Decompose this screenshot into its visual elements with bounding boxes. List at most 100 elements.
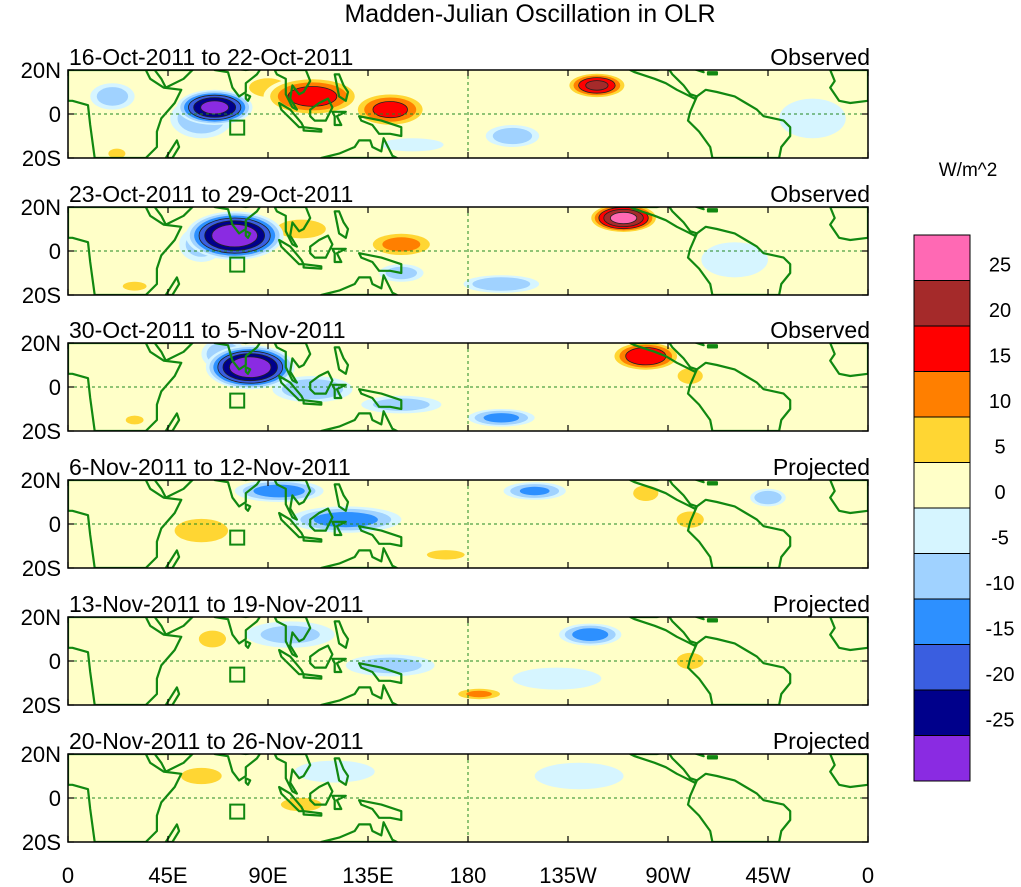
coastline <box>309 234 334 259</box>
anomaly-contour <box>253 484 305 498</box>
coastline <box>213 70 262 98</box>
anomaly-contour <box>356 351 446 379</box>
anomaly-contour <box>779 98 846 139</box>
coastline <box>273 70 312 111</box>
coastline <box>333 210 350 239</box>
coastline <box>309 97 334 122</box>
panel-status: Projected <box>773 591 870 617</box>
panel-status: Observed <box>770 181 870 207</box>
anomaly-contour <box>180 767 222 785</box>
colorbar-level-label: 10 <box>989 391 1011 413</box>
region-box <box>229 803 246 820</box>
coastline <box>144 70 195 89</box>
anomaly-contour <box>294 760 375 783</box>
coastline <box>331 247 347 264</box>
colorbar-swatch <box>913 689 971 736</box>
map-panel: 20N 0 20S 30-Oct-2011 to 5-Nov-2011 Observed <box>21 317 870 444</box>
colorbar-level-label: -15 <box>986 619 1015 641</box>
coastline <box>302 263 323 270</box>
coastline <box>302 673 323 680</box>
colorbar-level-label: -20 <box>986 664 1015 686</box>
colorbar-level-label: -5 <box>991 528 1009 550</box>
coastline <box>686 225 792 295</box>
map-panel: 20N 0 20S 23-Oct-2011 to 29-Oct-2011 Observe… <box>21 181 870 308</box>
anomaly-contour <box>426 550 465 560</box>
y-tick-label: 20N <box>21 468 61 493</box>
coastline <box>358 115 403 138</box>
coastline <box>358 252 403 275</box>
anomaly-field <box>68 480 868 568</box>
coastline <box>278 374 305 402</box>
panel-date-range: 16-Oct-2011 to 22-Oct-2011 <box>69 44 353 70</box>
y-tick-label: 20N <box>21 742 61 767</box>
coastline <box>302 399 323 406</box>
coastline <box>829 207 868 242</box>
map-panel: 20N 0 20S 20-Nov-2011 to 26-Nov-2011 Project… <box>21 728 870 855</box>
panel-date-range: 23-Oct-2011 to 29-Oct-2011 <box>69 181 353 207</box>
coastline <box>144 343 195 362</box>
coastline <box>309 370 334 395</box>
coastline <box>829 70 868 105</box>
coastline <box>278 238 305 266</box>
coastline <box>278 511 305 539</box>
coastline <box>706 481 719 486</box>
anomaly-contour <box>466 690 492 698</box>
colorbar-level-label: 5 <box>994 437 1005 459</box>
panel-date-range: 6-Nov-2011 to 12-Nov-2011 <box>69 454 351 480</box>
coastline <box>164 686 181 705</box>
anomaly-contour <box>492 127 533 145</box>
anomaly-contour <box>281 379 344 400</box>
anomaly-field <box>68 70 868 158</box>
colorbar-swatch <box>913 325 971 372</box>
x-axis: 0 45E 90E 135E 180 135W 90W 45W 0 <box>62 863 874 887</box>
anomaly-contour <box>585 80 609 91</box>
coastline <box>273 617 312 658</box>
y-tick-label: 20S <box>22 693 61 718</box>
y-tick-label: 20S <box>22 830 61 855</box>
coastline <box>320 821 398 842</box>
coastline <box>829 617 868 652</box>
coastline <box>686 361 792 431</box>
anomaly-contour <box>381 138 444 152</box>
coastline <box>244 640 252 649</box>
coastline <box>213 343 262 371</box>
anomaly-contour <box>122 281 147 291</box>
anomaly-contour <box>90 491 157 535</box>
anomaly-contour <box>490 229 602 265</box>
coastline <box>164 549 181 568</box>
anomaly-contour <box>609 211 638 225</box>
anomaly-contour <box>390 820 457 838</box>
y-tick-label: 0 <box>49 375 61 400</box>
x-tick-label: 180 <box>450 863 487 887</box>
coastline <box>693 70 705 74</box>
panel-status: Projected <box>773 454 870 480</box>
coastline <box>358 525 403 548</box>
anomaly-contour <box>445 81 535 125</box>
coastline <box>144 617 195 636</box>
y-tick-label: 0 <box>49 102 61 127</box>
colorbar-swatch <box>913 462 971 509</box>
panel-status: Projected <box>773 728 870 754</box>
coastline <box>309 507 334 532</box>
coastline <box>164 412 181 431</box>
coastline <box>358 388 403 411</box>
coastline <box>273 207 312 248</box>
coastline <box>278 785 305 813</box>
coastline <box>213 207 262 235</box>
coastline <box>686 498 792 568</box>
region-box <box>229 256 246 273</box>
y-tick-label: 0 <box>49 786 61 811</box>
coastline <box>686 772 792 842</box>
map-panel: 20N 0 20S 6-Nov-2011 to 12-Nov-2011 Projecte… <box>21 454 870 581</box>
colorbar-swatch <box>913 507 971 554</box>
anomaly-contour <box>96 87 129 106</box>
x-tick-label: 135W <box>539 863 597 887</box>
coastline <box>68 343 183 431</box>
panel-date-range: 30-Oct-2011 to 5-Nov-2011 <box>69 317 346 343</box>
coastline <box>331 520 347 537</box>
coastline <box>244 93 252 102</box>
anomaly-contour <box>633 485 659 502</box>
colorbar-level-label: 20 <box>989 300 1011 322</box>
coastline <box>320 137 398 158</box>
coastline <box>244 503 252 512</box>
